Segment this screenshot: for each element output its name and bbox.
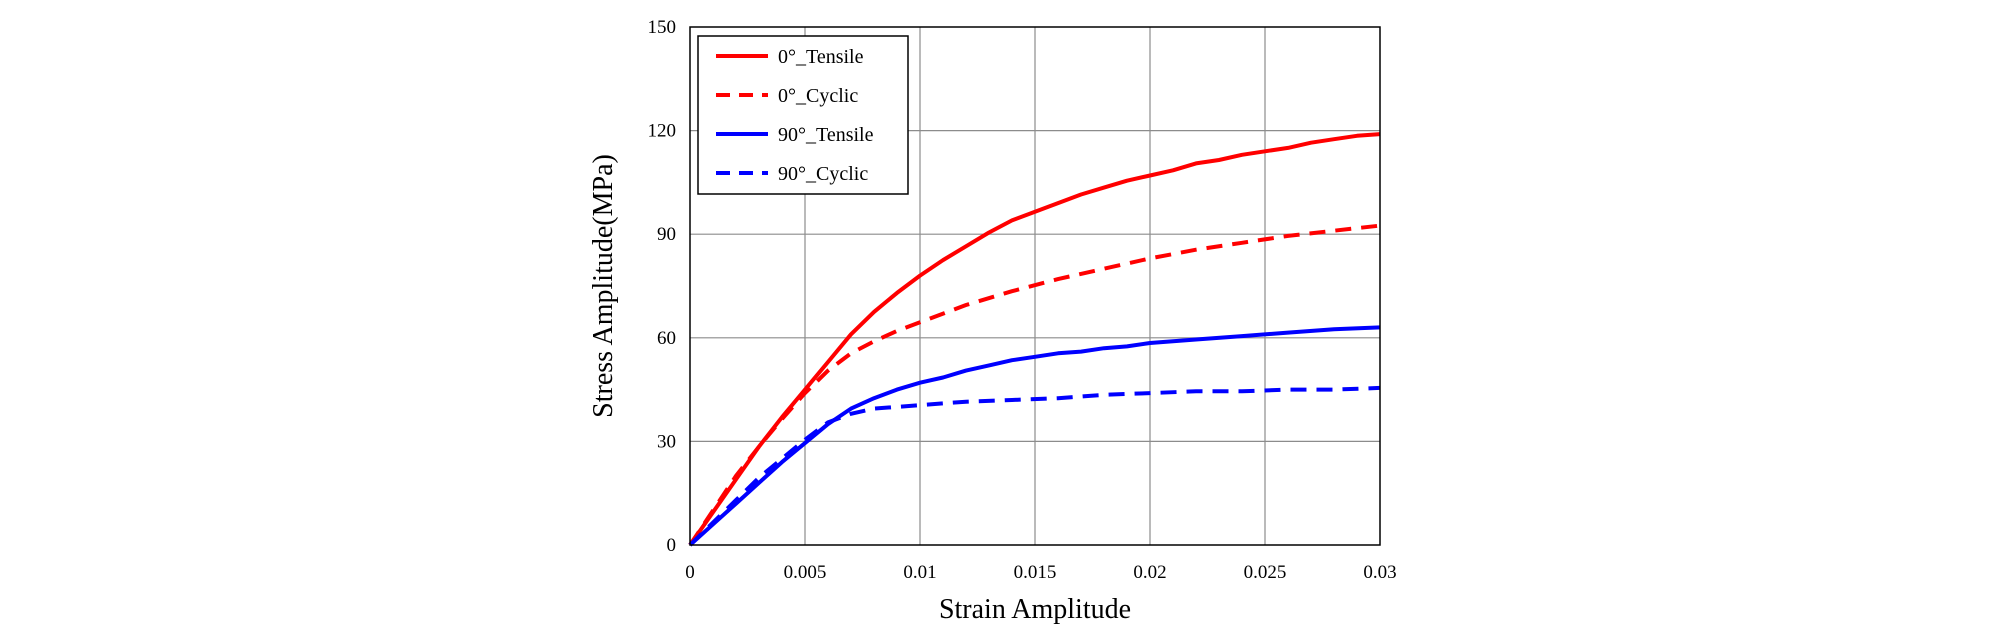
- legend-box: [697, 35, 909, 195]
- x-tick-label: 0.02: [1133, 562, 1166, 583]
- series-line-4: [688, 385, 1381, 547]
- x-tick-label: 0.015: [1014, 562, 1057, 583]
- legend-label: 0°_Cyclic: [778, 85, 858, 107]
- y-tick-label: 0: [667, 535, 677, 556]
- y-axis-title: Stress Amplitude(MPa): [588, 154, 619, 418]
- y-tick-label: 30: [657, 431, 676, 452]
- legend-label: 90°_Cyclic: [778, 163, 868, 185]
- series-line-2: [688, 223, 1381, 547]
- series-line-1: [688, 132, 1381, 547]
- x-tick-label: 0.025: [1244, 562, 1287, 583]
- series-lines: [688, 132, 1381, 547]
- y-tick-label: 150: [648, 17, 677, 38]
- plot-area-border: [689, 26, 1381, 546]
- legend-label: 90°_Tensile: [778, 124, 874, 146]
- x-tick-label: 0: [685, 562, 695, 583]
- x-tick-label: 0.01: [903, 562, 936, 583]
- legend-label: 0°_Tensile: [778, 46, 864, 68]
- series-line-3: [688, 325, 1381, 547]
- y-tick-label: 90: [657, 224, 676, 245]
- x-axis-title: Strain Amplitude: [939, 594, 1131, 625]
- x-tick-label: 0.03: [1363, 562, 1396, 583]
- legend: 0°_Tensile 0°_Cyclic 90°_Tensile 90°_Cyclic: [697, 35, 909, 195]
- y-axis-tick-labels: 0 30 60 90 120 150: [648, 17, 677, 556]
- x-axis-tick-labels: 0 0.005 0.01 0.015 0.02 0.025 0.03: [685, 562, 1396, 583]
- y-tick-label: 60: [657, 328, 676, 349]
- x-tick-label: 0.005: [784, 562, 827, 583]
- y-tick-label: 120: [648, 121, 677, 142]
